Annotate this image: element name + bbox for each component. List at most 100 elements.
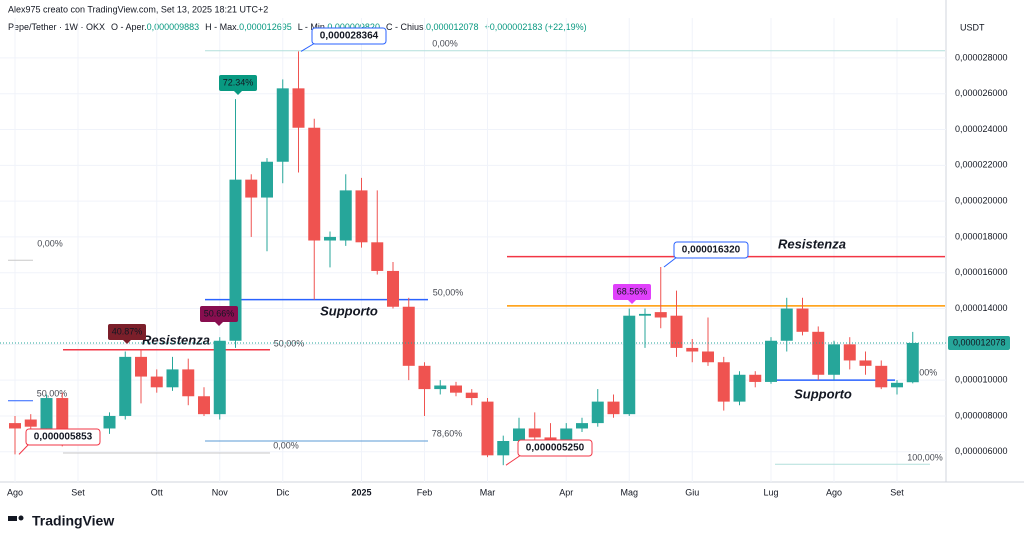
last-price-tag bbox=[948, 335, 1010, 350]
logo-icon bbox=[8, 516, 17, 521]
badge-label: 72.34% bbox=[223, 77, 254, 87]
symbol: Pepe/Tether · 1W · OKX bbox=[8, 22, 105, 32]
callout-pointer bbox=[505, 454, 522, 466]
fib-label: 0,00% bbox=[432, 38, 458, 48]
x-tick-label: Set bbox=[890, 487, 904, 497]
candle-body bbox=[859, 360, 872, 366]
ohlc-value: 0,000009883 bbox=[147, 22, 200, 32]
candle-body bbox=[481, 401, 494, 456]
y-tick-label: 0,000024000 bbox=[955, 124, 1008, 134]
x-tick-label: Dic bbox=[276, 487, 289, 497]
callout-pointer bbox=[663, 256, 678, 268]
candle-body bbox=[670, 315, 683, 348]
ohlc-value: 0,000012695 bbox=[239, 22, 292, 32]
y-tick-label: 0,000020000 bbox=[955, 196, 1008, 206]
candle-body bbox=[119, 356, 132, 416]
x-tick-label: Ott bbox=[151, 487, 164, 497]
level-text: Supporto bbox=[320, 303, 378, 318]
x-tick-label: Set bbox=[71, 487, 85, 497]
candle-body bbox=[780, 308, 793, 341]
x-tick-label: Giu bbox=[685, 487, 699, 497]
fib-label: 100,00% bbox=[907, 452, 943, 462]
fib-label: 50,00% bbox=[433, 287, 464, 297]
candle-body bbox=[702, 351, 714, 363]
candle-body bbox=[56, 398, 69, 434]
change: +0,000002183 (+22,19%) bbox=[485, 22, 587, 32]
candle-body bbox=[812, 331, 825, 375]
y-axis-label: USDT bbox=[960, 22, 985, 32]
candle-body bbox=[355, 190, 368, 243]
candle-body bbox=[182, 369, 195, 397]
legend: Pepe/Tether · 1W · OKX O - Aper.0,0000098… bbox=[8, 22, 587, 32]
candle-body bbox=[765, 340, 777, 382]
last-price-label: 0,000012078 bbox=[953, 337, 1006, 347]
y-tick-label: 0,000028000 bbox=[955, 52, 1008, 62]
logo-text: TradingView bbox=[32, 513, 114, 529]
candle-body bbox=[513, 428, 525, 442]
y-tick-label: 0,000026000 bbox=[955, 88, 1008, 98]
candle-body bbox=[40, 398, 53, 429]
badge-label: 50.66% bbox=[204, 308, 235, 318]
x-tick-label: Ago bbox=[826, 487, 842, 497]
fib-label: 0,00% bbox=[273, 440, 299, 450]
candle-body bbox=[654, 312, 667, 318]
ohlc-name: C - Chius. bbox=[386, 22, 426, 32]
badge-box bbox=[200, 306, 238, 322]
x-tick-label: Nov bbox=[212, 487, 229, 497]
fib-label: 50,00% bbox=[37, 388, 68, 398]
callout-box bbox=[517, 439, 593, 457]
candle-body bbox=[796, 308, 809, 332]
y-tick-label: 0,000018000 bbox=[955, 231, 1008, 241]
candle-body bbox=[402, 306, 415, 366]
badge-label: 68.56% bbox=[617, 286, 648, 296]
candle-body bbox=[150, 376, 163, 388]
fib-label: 78,60% bbox=[432, 428, 463, 438]
fib-label: 50,00% bbox=[907, 367, 938, 377]
candle-body bbox=[843, 344, 856, 361]
logo: TradingView bbox=[8, 513, 114, 529]
candle-body bbox=[418, 365, 431, 390]
level-text: Resistenza bbox=[778, 236, 846, 251]
candle-body bbox=[733, 374, 746, 402]
callout-label: 0,000005853 bbox=[34, 432, 93, 443]
y-tick-label: 0,000022000 bbox=[955, 160, 1008, 170]
candle-body bbox=[906, 342, 919, 383]
callout-box bbox=[673, 241, 749, 259]
candle-body bbox=[24, 419, 37, 427]
y-tick-label: 0,000014000 bbox=[955, 303, 1008, 313]
x-tick-label: Mar bbox=[480, 487, 496, 497]
candle-body bbox=[245, 179, 258, 198]
candle-body bbox=[891, 382, 903, 388]
ohlc-value: 0,000012078 bbox=[426, 22, 479, 32]
candle-body bbox=[828, 344, 840, 375]
callout-box bbox=[311, 27, 387, 45]
y-tick-label: 0,000016000 bbox=[955, 267, 1008, 277]
callout-pointer bbox=[300, 42, 316, 52]
author: Alex975 creato con TradingView.com, Set … bbox=[8, 4, 268, 14]
candle-body bbox=[591, 401, 604, 424]
level-text: Supporto bbox=[794, 386, 852, 401]
callout-label: 0,000028364 bbox=[320, 31, 379, 42]
level-text: Resistenza bbox=[142, 332, 210, 347]
candle-body bbox=[292, 88, 305, 128]
candle-body bbox=[324, 236, 336, 241]
candle-body bbox=[465, 392, 478, 399]
candle-body bbox=[875, 365, 888, 388]
x-tick-label: Ago bbox=[7, 487, 23, 497]
ohlc-name: H - Max. bbox=[205, 22, 239, 32]
ohlc-name: L - Min. bbox=[298, 22, 328, 32]
badge-label: 40.87% bbox=[112, 326, 143, 336]
candle-body bbox=[639, 313, 651, 316]
badge-box bbox=[219, 75, 257, 91]
callout-label: 0,000005250 bbox=[526, 443, 585, 454]
candle-body bbox=[135, 356, 147, 377]
candle-body bbox=[276, 88, 289, 162]
candle-body bbox=[528, 428, 541, 438]
candle-body bbox=[387, 270, 399, 307]
x-tick-label: Lug bbox=[763, 487, 778, 497]
candle-body bbox=[371, 242, 384, 271]
candle-body bbox=[623, 315, 636, 415]
callout-label: 0,000016320 bbox=[682, 245, 741, 256]
badge-pointer bbox=[123, 340, 131, 344]
callout-pointer bbox=[18, 443, 30, 455]
